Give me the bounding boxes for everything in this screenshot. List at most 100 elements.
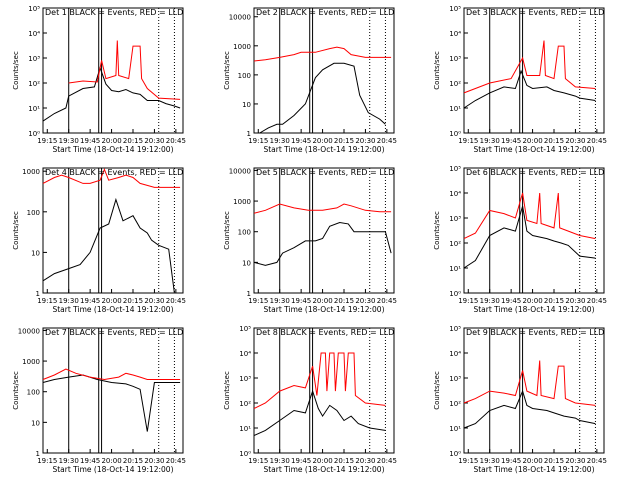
y-tick-label: 10 xyxy=(31,249,40,257)
x-tick-label: 19:15 xyxy=(37,297,57,305)
x-tick-label: 20:30 xyxy=(355,137,375,145)
x-tick-label: 20:45 xyxy=(587,137,607,145)
panel-4: 1 10 100 1000 19:15 19:30 19:45 20:00 20:15 20:30… xyxy=(12,167,186,314)
y-axis-label: Counts/sec xyxy=(223,211,231,250)
series-line-lld xyxy=(68,40,181,100)
y-tick-label: 10¹ xyxy=(28,105,40,113)
series-line-events xyxy=(259,62,386,134)
y-tick-label: 10⁰ xyxy=(449,130,461,138)
x-tick-label: 20:00 xyxy=(522,297,542,305)
y-tick-label: 1 xyxy=(36,450,40,458)
x-tick-label: 19:30 xyxy=(59,297,79,305)
x-tick-label: 20:00 xyxy=(522,457,542,465)
y-tick-label: 10³ xyxy=(449,55,461,63)
y-tick-label: 100 xyxy=(238,72,251,80)
x-tick-label: 19:45 xyxy=(291,137,311,145)
y-tick-label: 10¹ xyxy=(239,425,251,433)
panel-title: Det 1 BLACK = Events, RED = LLD xyxy=(45,8,183,17)
x-tick-label: 19:45 xyxy=(80,457,100,465)
plot-frame xyxy=(42,327,184,454)
x-tick-label: 20:30 xyxy=(565,137,585,145)
x-axis-label: Start Time (18-Oct-14 19:12:00) xyxy=(473,305,594,314)
y-tick-label: 10 xyxy=(242,259,251,267)
x-tick-label: 19:30 xyxy=(480,457,500,465)
x-tick-label: 20:00 xyxy=(312,297,332,305)
series-line-events xyxy=(42,197,175,294)
x-tick-label: 20:30 xyxy=(144,137,164,145)
y-tick-label: 10³ xyxy=(239,375,251,383)
y-tick-label: 1 xyxy=(247,290,251,298)
x-tick-label: 20:15 xyxy=(334,457,354,465)
panel-title: Det 8 BLACK = Events, RED = LLD xyxy=(256,328,394,337)
series-line-lld xyxy=(463,360,596,406)
y-axis-label: Counts/sec xyxy=(223,371,231,410)
x-tick-label: 20:45 xyxy=(377,297,397,305)
y-tick-label: 10⁵ xyxy=(449,325,461,333)
x-tick-label: 19:30 xyxy=(270,137,290,145)
panel-title: Det 7 BLACK = Events, RED = LLD xyxy=(45,328,183,337)
x-tick-label: 20:00 xyxy=(312,457,332,465)
series-line-events xyxy=(253,389,386,436)
x-tick-label: 20:15 xyxy=(123,457,143,465)
y-tick-label: 10 xyxy=(242,101,251,109)
x-axis-label: Start Time (18-Oct-14 19:12:00) xyxy=(52,305,173,314)
x-tick-label: 19:15 xyxy=(248,297,268,305)
x-tick-label: 19:45 xyxy=(291,457,311,465)
y-axis-label: Counts/sec xyxy=(12,51,20,90)
x-tick-label: 20:30 xyxy=(565,297,585,305)
x-tick-label: 19:45 xyxy=(501,457,521,465)
x-tick-label: 20:45 xyxy=(166,457,186,465)
y-tick-label: 10² xyxy=(239,400,251,408)
x-tick-label: 20:15 xyxy=(544,297,564,305)
x-tick-label: 19:15 xyxy=(37,137,57,145)
y-tick-label: 1000 xyxy=(233,43,251,51)
y-tick-label: 10⁴ xyxy=(239,350,251,358)
x-tick-label: 20:15 xyxy=(334,297,354,305)
y-tick-label: 10 xyxy=(31,419,40,427)
y-tick-label: 1000 xyxy=(22,168,40,176)
plot-frame xyxy=(42,7,184,134)
y-tick-label: 10⁰ xyxy=(28,130,40,138)
x-axis-label: Start Time (18-Oct-14 19:12:00) xyxy=(473,465,594,474)
panel-title: Det 9 BLACK = Events, RED = LLD xyxy=(466,328,604,337)
y-tick-label: 100 xyxy=(27,209,40,217)
plot-frame xyxy=(463,327,605,454)
y-tick-label: 10⁴ xyxy=(28,30,40,38)
y-axis-label: Counts/sec xyxy=(12,371,20,410)
x-tick-label: 19:30 xyxy=(480,297,500,305)
x-tick-label: 19:45 xyxy=(291,297,311,305)
x-axis-label: Start Time (18-Oct-14 19:12:00) xyxy=(263,465,384,474)
x-tick-label: 20:45 xyxy=(377,137,397,145)
plot-frame xyxy=(463,167,605,294)
x-tick-label: 20:45 xyxy=(166,297,186,305)
y-axis-label: Counts/sec xyxy=(433,51,441,90)
panel-title: Det 2 BLACK = Events, RED = LLD xyxy=(256,8,394,17)
x-tick-label: 19:15 xyxy=(458,137,478,145)
y-tick-label: 10⁵ xyxy=(239,325,251,333)
x-tick-label: 19:30 xyxy=(270,457,290,465)
x-tick-label: 20:00 xyxy=(101,457,121,465)
x-tick-label: 19:30 xyxy=(59,457,79,465)
y-tick-label: 10¹ xyxy=(449,425,461,433)
x-tick-label: 20:30 xyxy=(355,297,375,305)
panel-title: Det 3 BLACK = Events, RED = LLD xyxy=(466,8,604,17)
x-tick-label: 20:30 xyxy=(565,457,585,465)
x-tick-label: 19:45 xyxy=(501,297,521,305)
series-line-lld xyxy=(42,368,181,381)
y-tick-label: 10⁵ xyxy=(449,165,461,173)
panel-5: 1 10 100 1000 10000 19:15 19:30 19:45 20:00 20:15… xyxy=(223,167,397,314)
plot-frame xyxy=(463,7,605,134)
panel-7: 1 10 100 1000 10000 19:15 19:30 19:45 20:00 20:15… xyxy=(12,327,186,474)
y-tick-label: 10¹ xyxy=(449,265,461,273)
x-tick-label: 19:15 xyxy=(37,457,57,465)
series-line-lld xyxy=(253,46,392,62)
x-axis-label: Start Time (18-Oct-14 19:12:00) xyxy=(52,465,173,474)
x-tick-label: 19:15 xyxy=(458,297,478,305)
x-tick-label: 20:30 xyxy=(144,457,164,465)
series-line-lld xyxy=(253,352,386,409)
y-tick-label: 10000 xyxy=(229,167,251,175)
